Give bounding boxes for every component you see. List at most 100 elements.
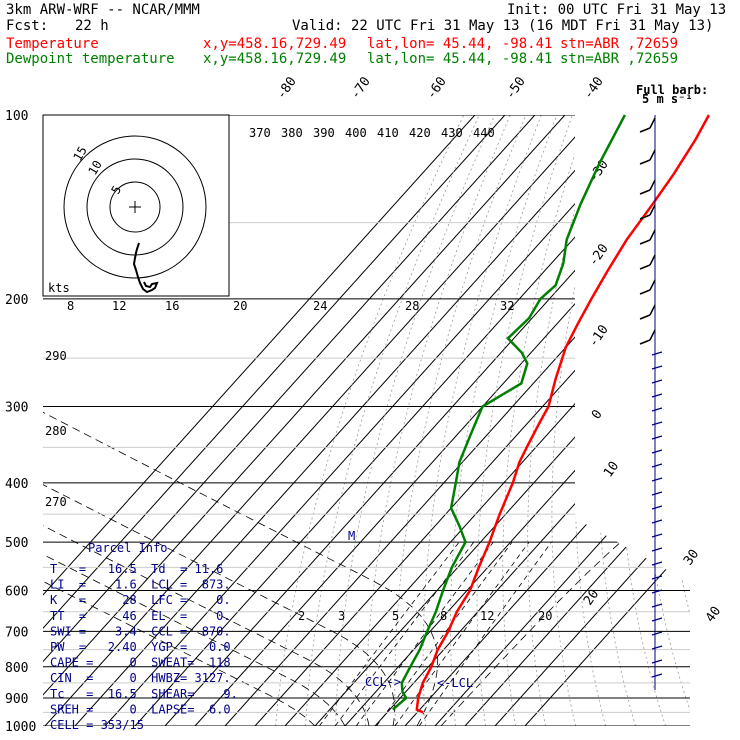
- theta-low-label: 270: [45, 495, 67, 509]
- theta-low-label: 290: [45, 349, 67, 363]
- mixing-ratio-label-lower: 3: [338, 609, 345, 623]
- parcel-info-row: CIN = 0 HWBZ= 3127.: [50, 671, 231, 685]
- hodo-units: kts: [48, 281, 70, 295]
- mixing-ratio-label-lower: 8: [440, 609, 447, 623]
- barb-title-line2: 5 m s⁻¹: [642, 92, 693, 106]
- isotherm-right-label: 20: [581, 587, 602, 608]
- dry-adiabat: [335, 115, 496, 726]
- wind-barb: [639, 239, 651, 245]
- temperature-station: stn=ABR ,72659: [560, 36, 679, 52]
- isotherm-line: [494, 115, 690, 726]
- isotherm-right-label: -20: [586, 241, 612, 269]
- wind-barb: [639, 339, 651, 345]
- wind-barb: [651, 393, 663, 398]
- dry-adiabat: [683, 115, 690, 726]
- parcel-info-row: CELL = 353/15: [50, 718, 144, 732]
- mixing-ratio-label-lower: 12: [480, 609, 494, 623]
- wind-barb: [651, 561, 663, 566]
- isotherm-line: [74, 115, 626, 726]
- mixing-ratio-label-upper: 28: [405, 299, 419, 313]
- parcel-info-row: PW = 2.40 YGP = 0.0: [50, 640, 231, 654]
- dewpoint-station: stn=ABR ,72659: [560, 51, 679, 67]
- wind-barb: [651, 477, 663, 482]
- parcel-info-row: Tc = 16.5 SHEAR= 9.: [50, 687, 238, 701]
- dry-adiabat: [275, 115, 465, 726]
- wind-barb: [651, 603, 663, 608]
- mixing-ratio-label-upper: 8: [67, 299, 74, 313]
- init-time: Init: 00 UTC Fri 31 May 13: [507, 2, 727, 18]
- wind-barb: [639, 189, 651, 195]
- mixing-ratio-label-upper: 24: [313, 299, 327, 313]
- parcel-info-row: SWI = 3.4 CCL = 870.: [50, 624, 231, 638]
- barb-title-line1: Full barb:: [636, 83, 708, 97]
- pressure-tick-label: 600: [5, 584, 28, 599]
- mixing-ratio-label-lower: 20: [538, 609, 552, 623]
- wind-barb: [639, 289, 651, 295]
- isotherm-line: [434, 115, 690, 726]
- isotherm-right-label: 0: [589, 407, 606, 422]
- isotherm-right-label: -10: [586, 322, 612, 350]
- wind-barb-flag: [649, 149, 656, 161]
- parcel-info-box: Parcel Info T = 16.5 Td = 11.6 LI = 1.6 L…: [50, 541, 238, 732]
- dewpoint-legend-label: Dewpoint temperature: [6, 51, 175, 67]
- wind-barb: [651, 379, 663, 384]
- isotherm-line: [464, 115, 690, 726]
- pressure-tick-label: 100: [5, 109, 28, 124]
- isotherm-top-label: -80: [274, 74, 300, 102]
- wind-barb: [639, 127, 651, 133]
- temperature-xy: x,y=458.16,729.49: [203, 36, 347, 52]
- wind-barb-flag: [649, 117, 656, 129]
- mixing-ratio-label-upper: 12: [112, 299, 126, 313]
- isotherm-line: [254, 115, 690, 726]
- mixing-ratio-line: [318, 541, 460, 726]
- dry-adiabat: [575, 115, 635, 726]
- wind-barb: [651, 645, 663, 650]
- dry-adiabat: [724, 115, 740, 726]
- dry-adiabat: [551, 115, 620, 726]
- annotation-m: M: [348, 529, 355, 543]
- pressure-tick-label: 400: [5, 477, 28, 492]
- wind-barb: [651, 449, 663, 454]
- dewpoint-xy: x,y=458.16,729.49: [203, 51, 347, 67]
- isotherm-right-label: 30: [681, 547, 702, 568]
- wind-barb: [651, 351, 663, 356]
- pressure-tick-label: 700: [5, 625, 28, 640]
- isotherm-right-label: 40: [703, 604, 724, 625]
- isotherm-top-label: -50: [503, 74, 529, 102]
- hodo-ring-label-10: 10: [85, 158, 104, 178]
- theta-low-label: 280: [45, 424, 67, 438]
- isotherm-line: [314, 115, 690, 726]
- temperature-profile: [415, 114, 710, 714]
- pressure-tick-label: 300: [5, 401, 28, 416]
- isotherm-line: [43, 115, 476, 726]
- wind-barb: [651, 407, 663, 412]
- isotherm-top-label: -60: [424, 74, 450, 102]
- wind-barb-flag: [649, 279, 656, 291]
- mixing-ratio-line: [334, 541, 475, 726]
- wind-barb: [651, 463, 663, 468]
- dry-adiabat: [704, 115, 740, 726]
- wind-barb-flag: [649, 204, 656, 216]
- hodograph: 5 10 15 kts: [42, 114, 230, 297]
- hodograph-frame: [42, 114, 230, 297]
- theta-label: 390: [313, 126, 335, 140]
- hodograph-ring-15: [63, 135, 207, 279]
- dry-adiabat: [502, 115, 589, 726]
- parcel-info-row: LI = 1.6 LCL = 873.: [50, 578, 231, 592]
- annotation-ccl: CCL->: [365, 675, 401, 689]
- dewpoint-profile: [391, 114, 627, 711]
- isotherm-line: [43, 115, 506, 726]
- isotherm-line: [284, 115, 690, 726]
- mixing-ratio-label-lower: 2: [298, 609, 305, 623]
- wind-barb: [639, 214, 651, 220]
- moist-adiabat: [440, 298, 690, 726]
- wind-barb: [651, 547, 663, 552]
- parcel-info-row: CAPE = 0 SWEAT= 118: [50, 656, 231, 670]
- wind-barb: [651, 673, 663, 678]
- dewpoint-latlon: lat,lon= 45.44, -98.41: [367, 51, 553, 67]
- pressure-tick-label: 200: [5, 293, 28, 308]
- isotherm-line: [104, 115, 656, 726]
- wind-barb: [639, 264, 651, 270]
- isotherm-top-label: -70: [348, 74, 374, 102]
